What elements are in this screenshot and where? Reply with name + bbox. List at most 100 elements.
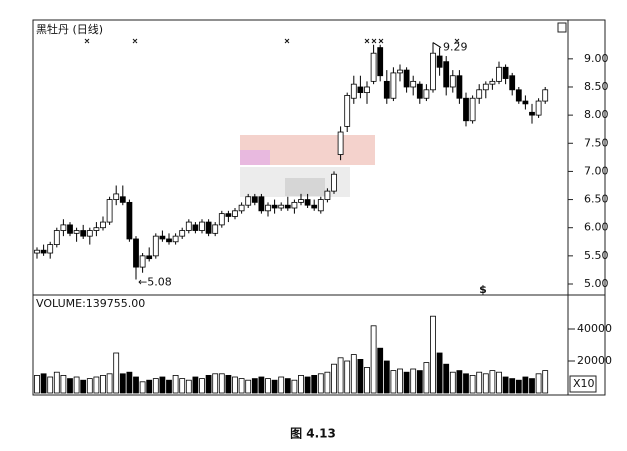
volume-title: VOLUME:139755.00 bbox=[36, 297, 145, 310]
candle-body bbox=[159, 235, 166, 240]
candle-body bbox=[357, 86, 364, 94]
candle-body bbox=[284, 204, 291, 209]
candle-body bbox=[317, 199, 324, 212]
volume-bar bbox=[93, 376, 100, 394]
volume-bar bbox=[482, 373, 489, 394]
volume-bar bbox=[496, 371, 502, 394]
candle-body bbox=[265, 204, 271, 212]
volume-bar bbox=[304, 376, 311, 394]
candle-body bbox=[469, 97, 476, 122]
volume-bar bbox=[317, 373, 324, 394]
volume-bar bbox=[423, 362, 430, 394]
multiplier-box bbox=[569, 375, 597, 393]
candle-body bbox=[146, 255, 153, 260]
candle-body bbox=[205, 221, 212, 234]
volume-bar bbox=[383, 360, 390, 394]
volume-bar bbox=[258, 376, 265, 394]
y-tick-label: 5.00 bbox=[584, 277, 609, 290]
candle-body bbox=[443, 61, 450, 88]
volume-bar bbox=[166, 379, 172, 394]
candle-body bbox=[370, 52, 377, 82]
volume-bar bbox=[390, 370, 397, 394]
volume-bar bbox=[100, 374, 106, 394]
volume-bar bbox=[205, 374, 212, 394]
volume-bar bbox=[245, 379, 252, 394]
candle-body bbox=[251, 196, 258, 203]
multiplier-label: X10 bbox=[573, 377, 595, 390]
volume-bar bbox=[542, 370, 549, 394]
volume-bar bbox=[119, 373, 126, 394]
volume-bar bbox=[73, 376, 80, 394]
volume-bar bbox=[60, 374, 67, 394]
volume-bar bbox=[364, 366, 370, 394]
candle-body bbox=[106, 199, 113, 223]
candle-body bbox=[179, 230, 186, 237]
candle-body bbox=[212, 224, 219, 234]
candle-body bbox=[93, 227, 100, 231]
candle-body bbox=[529, 111, 535, 116]
volume-bar bbox=[416, 370, 423, 394]
volume-bar bbox=[251, 378, 258, 394]
candle-body bbox=[67, 224, 73, 234]
volume-bar bbox=[67, 378, 73, 394]
event-marker: $ bbox=[479, 283, 487, 296]
candle-body bbox=[416, 83, 423, 99]
volume-bar bbox=[238, 378, 245, 394]
volume-bar bbox=[40, 373, 47, 394]
volume-bar bbox=[370, 325, 377, 394]
candle-body bbox=[350, 83, 357, 99]
candle-body bbox=[383, 80, 390, 99]
candle-body bbox=[423, 89, 430, 99]
volume-bar bbox=[113, 352, 120, 394]
candle-body bbox=[185, 221, 192, 231]
volume-bar bbox=[522, 376, 529, 394]
candle-body bbox=[482, 83, 489, 91]
volume-bar bbox=[509, 378, 516, 394]
volume-bar bbox=[212, 373, 219, 394]
candle-body bbox=[80, 230, 87, 237]
candle-body bbox=[403, 69, 410, 88]
volume-bar bbox=[410, 368, 417, 394]
candle-body bbox=[126, 201, 133, 240]
volume-bar bbox=[185, 379, 192, 394]
volume-bar bbox=[298, 374, 304, 394]
volume-bar bbox=[535, 373, 542, 394]
volume-bar bbox=[278, 376, 285, 394]
volume-bar bbox=[469, 374, 476, 394]
volume-bar bbox=[53, 371, 60, 394]
candle-body bbox=[430, 52, 436, 91]
candle-body bbox=[535, 100, 542, 116]
y-tick-label: 8.00 bbox=[584, 108, 609, 121]
candle-body bbox=[489, 80, 496, 85]
volume-bar bbox=[350, 354, 357, 394]
candle-body bbox=[377, 47, 384, 77]
volume-bar bbox=[463, 373, 469, 394]
volume-bar bbox=[47, 376, 54, 394]
candle-body bbox=[324, 190, 331, 200]
volume-bar bbox=[344, 360, 351, 394]
candle-body bbox=[344, 95, 351, 127]
candle-body bbox=[40, 249, 47, 254]
volume-bar bbox=[139, 381, 146, 394]
candle-body bbox=[119, 196, 126, 203]
volume-bar bbox=[331, 363, 337, 394]
candle-body bbox=[232, 210, 238, 217]
volume-bar bbox=[265, 378, 271, 394]
volume-bar bbox=[126, 371, 133, 394]
candle-body bbox=[166, 238, 172, 243]
outer-frame bbox=[32, 19, 606, 396]
candle-body bbox=[278, 204, 285, 209]
candle-body bbox=[337, 131, 344, 155]
candle-body bbox=[192, 224, 199, 231]
candle-body bbox=[304, 199, 311, 206]
candle-body bbox=[258, 196, 265, 212]
volume-bar bbox=[172, 374, 179, 394]
y-tick-label: 6.00 bbox=[584, 221, 609, 234]
candle-body bbox=[47, 244, 54, 254]
candle-body bbox=[53, 230, 60, 245]
candle-body bbox=[298, 199, 304, 203]
y-tick-label: 9.00 bbox=[584, 52, 609, 65]
volume-bar bbox=[529, 378, 535, 394]
chart-title: 黑牡丹 (日线) bbox=[36, 22, 103, 36]
